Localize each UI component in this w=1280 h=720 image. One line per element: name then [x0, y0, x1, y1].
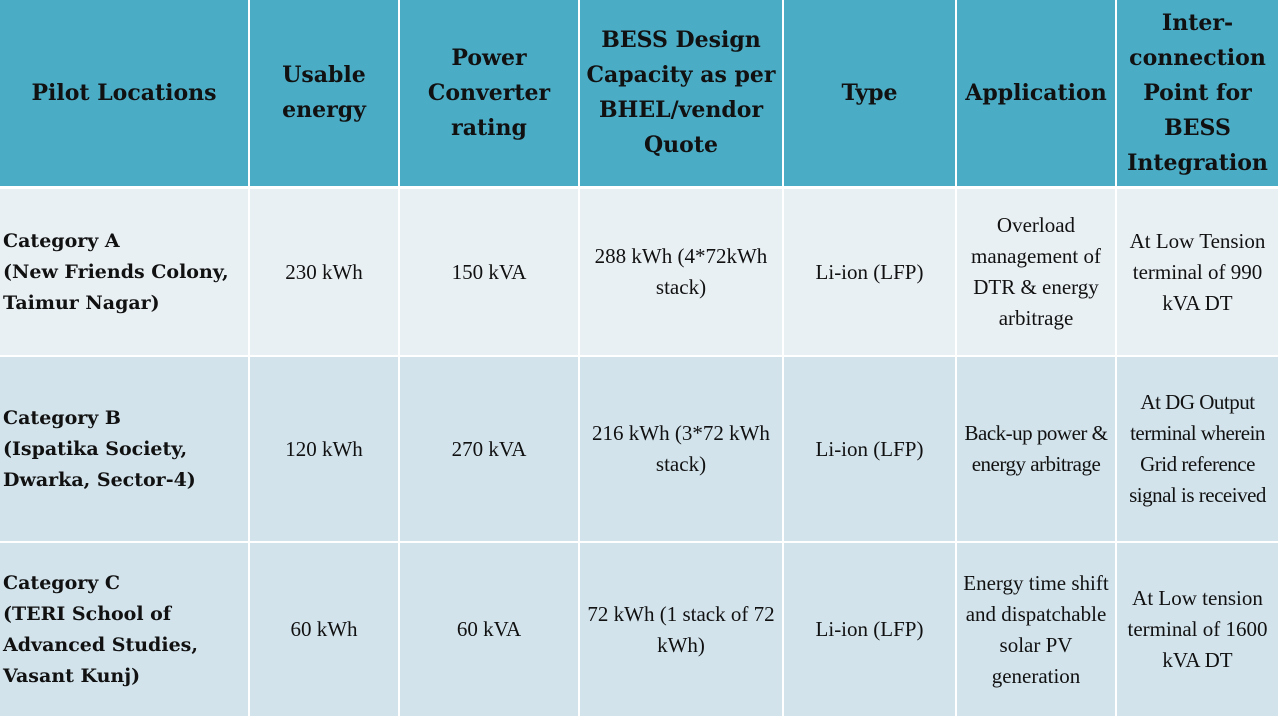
design-capacity-cell: 288 kWh (4*72kWh stack) [580, 189, 784, 357]
header-power-converter-rating: Power Converter rating [400, 0, 580, 189]
type-cell: Li-ion (LFP) [784, 357, 957, 543]
site-label: (New Friends Colony, Taimur Nagar) [3, 260, 229, 314]
location-cell: Category C (TERI School of Advanced Stud… [0, 543, 250, 718]
site-label: (Ispatika Society, Dwarka, Sector-4) [3, 437, 196, 491]
type-cell: Li-ion (LFP) [784, 543, 957, 718]
usable-energy-cell: 60 kWh [250, 543, 400, 718]
type-cell: Li-ion (LFP) [784, 189, 957, 357]
application-cell: Back-up power & energy arbitrage [957, 357, 1117, 543]
design-capacity-cell: 216 kWh (3*72 kWh stack) [580, 357, 784, 543]
usable-energy-cell: 230 kWh [250, 189, 400, 357]
interconnection-cell: At Low Tension terminal of 990 kVA DT [1117, 189, 1280, 357]
header-interconnection-point: Inter-connection Point for BESS Integrat… [1117, 0, 1280, 189]
interconnection-cell: At Low tension terminal of 1600 kVA DT [1117, 543, 1280, 718]
design-capacity-cell: 72 kWh (1 stack of 72 kWh) [580, 543, 784, 718]
table-row-category-a: Category A (New Friends Colony, Taimur N… [0, 189, 1280, 357]
table-row-category-b: Category B (Ispatika Society, Dwarka, Se… [0, 357, 1280, 543]
interconnection-cell: At DG Output terminal wherein Grid refer… [1117, 357, 1280, 543]
category-label: Category B [3, 406, 121, 429]
header-usable-energy: Usable energy [250, 0, 400, 189]
location-cell: Category B (Ispatika Society, Dwarka, Se… [0, 357, 250, 543]
location-cell: Category A (New Friends Colony, Taimur N… [0, 189, 250, 357]
converter-rating-cell: 60 kVA [400, 543, 580, 718]
header-pilot-locations: Pilot Locations [0, 0, 250, 189]
header-application: Application [957, 0, 1117, 189]
site-label: (TERI School of Advanced Studies, Vasant… [3, 602, 198, 687]
table-header-row: Pilot Locations Usable energy Power Conv… [0, 0, 1280, 189]
usable-energy-cell: 120 kWh [250, 357, 400, 543]
category-label: Category C [3, 571, 121, 594]
header-type: Type [784, 0, 957, 189]
application-cell: Overload management of DTR & energy arbi… [957, 189, 1117, 357]
table-row-category-c: Category C (TERI School of Advanced Stud… [0, 543, 1280, 718]
category-label: Category A [3, 229, 120, 252]
converter-rating-cell: 150 kVA [400, 189, 580, 357]
header-bess-design-capacity: BESS Design Capacity as per BHEL/vendor … [580, 0, 784, 189]
converter-rating-cell: 270 kVA [400, 357, 580, 543]
application-cell: Energy time shift and dispatchable solar… [957, 543, 1117, 718]
